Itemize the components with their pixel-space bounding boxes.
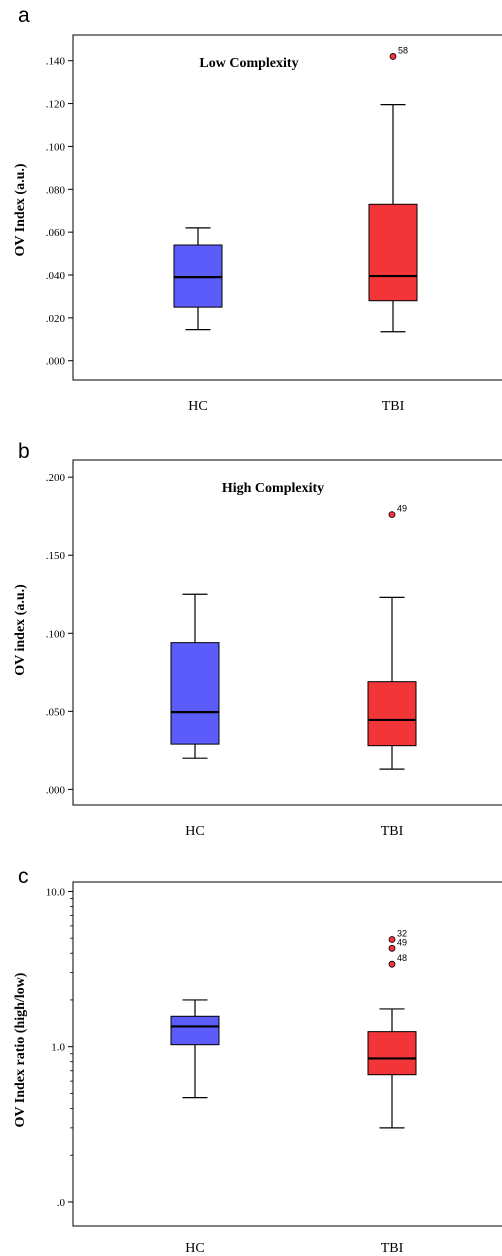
y-tick-label: .100 — [46, 628, 66, 640]
y-tick-label: .150 — [46, 550, 66, 562]
y-tick-label: .100 — [46, 141, 66, 153]
boxes: 58 — [173, 45, 418, 333]
panel-letter: c — [18, 865, 29, 888]
category-label-hc: HC — [188, 399, 207, 414]
y-axis-title: OV index (a.u.) — [13, 584, 28, 676]
category-labels: HC TBI — [188, 399, 404, 414]
y-tick-label: .000 — [46, 784, 66, 796]
outlier-point — [388, 944, 396, 952]
box-tbi — [368, 203, 418, 302]
box-hc — [170, 1015, 220, 1046]
outlier-point — [389, 53, 397, 60]
outlier-label: 49 — [397, 937, 407, 947]
y-ticks: .000 .020 .040 .060 .080 .100 .120 .140 — [46, 56, 73, 368]
panel-c: c OV Index ratio (high/low) .0 1.0 10.0 32… — [13, 865, 502, 1256]
chart-title: High Complexity — [222, 481, 324, 496]
panel-b: b High Complexity OV index (a.u.) .000.0… — [13, 440, 502, 839]
outlier-point — [388, 936, 396, 943]
y-ticks: .000 .050 .100 .150 .200 — [46, 472, 73, 796]
y-tick-label: .060 — [46, 227, 66, 239]
outlier-point — [388, 960, 396, 968]
y-tick-label: .120 — [46, 99, 66, 111]
y-tick-label: .020 — [46, 313, 66, 325]
box-tbi — [367, 681, 417, 747]
category-label-tbi: TBI — [381, 1241, 404, 1256]
y-tick-label: .050 — [46, 706, 66, 718]
chart-title: Low Complexity — [199, 56, 298, 71]
panel-letter: b — [18, 440, 30, 463]
outlier-point — [388, 511, 396, 519]
category-label-tbi: TBI — [382, 399, 405, 414]
y-axis-title: OV Index (a.u.) — [13, 163, 28, 256]
plot-frame — [72, 881, 502, 1227]
outlier-label: 48 — [397, 953, 407, 963]
category-label-tbi: TBI — [381, 824, 404, 839]
y-ticks: .0 1.0 10.0 — [46, 886, 73, 1209]
y-tick-label: .080 — [46, 184, 66, 196]
y-tick-label: 10.0 — [46, 886, 66, 898]
boxes: 49 — [170, 504, 417, 770]
category-labels: HC TBI — [185, 1241, 403, 1256]
category-labels: HC TBI — [185, 824, 403, 839]
category-label-hc: HC — [185, 1241, 204, 1256]
category-label-hc: HC — [185, 824, 204, 839]
plot-frame — [72, 459, 502, 806]
y-tick-label: .040 — [46, 270, 66, 282]
outlier-label: 32 — [397, 929, 407, 939]
y-tick-label: 1.0 — [51, 1042, 65, 1054]
panel-a: a Low Complexity OV Index (a.u.) .000 .02… — [13, 4, 502, 414]
box-tbi — [367, 1031, 417, 1076]
y-tick-label: .0 — [57, 1197, 66, 1209]
plot-frame — [72, 34, 502, 381]
panel-letter: a — [18, 4, 30, 27]
y-tick-label: .000 — [46, 356, 66, 368]
box-hc — [170, 642, 220, 745]
y-tick-label: .200 — [46, 472, 66, 484]
outlier-label: 49 — [397, 504, 407, 514]
outlier-label: 58 — [398, 45, 408, 55]
y-tick-label: .140 — [46, 56, 66, 68]
y-axis-title: OV Index ratio (high/low) — [13, 972, 28, 1127]
